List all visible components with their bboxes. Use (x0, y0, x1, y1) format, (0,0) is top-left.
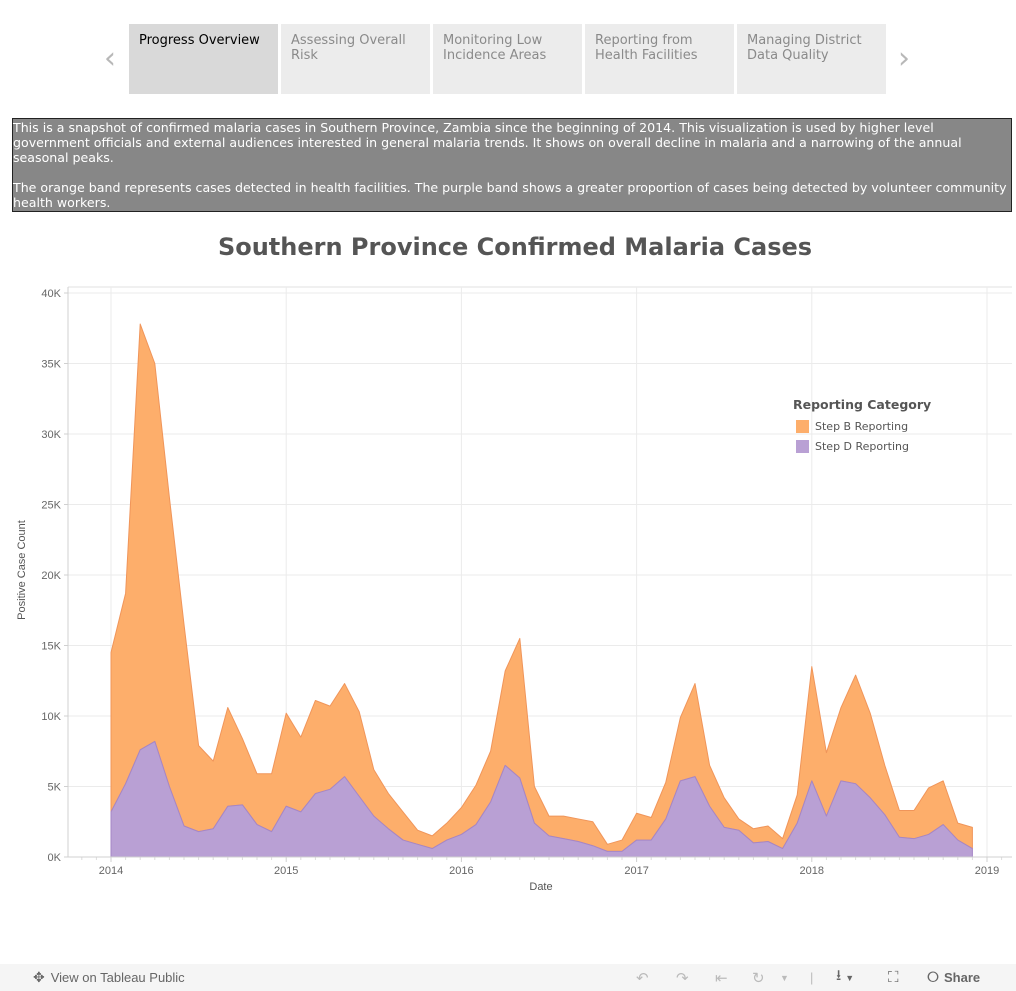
legend-title: Reporting Category (793, 397, 932, 412)
legend: Reporting Category Step B Reporting Step… (793, 397, 931, 456)
revert-button[interactable]: ⇤ (715, 964, 728, 991)
x-tick-label: 2016 (449, 865, 473, 877)
story-tabs: Progress Overview Assessing Overall Risk… (129, 24, 886, 94)
x-tick-label: 2014 (99, 865, 123, 877)
y-axis-title: Positive Case Count (16, 520, 28, 620)
legend-label-step-d: Step D Reporting (815, 439, 909, 453)
x-tick-label: 2017 (624, 865, 648, 877)
tab-label: Progress Overview (139, 33, 260, 48)
fullscreen-icon: ⛶ (888, 969, 899, 986)
y-tick-label: 35K (41, 359, 61, 371)
y-tick-label: 30K (41, 429, 61, 441)
y-tick-label: 20K (41, 570, 61, 582)
undo-button[interactable]: ↶ (636, 964, 649, 991)
chart-axes: 0K 5K 10K 15K 20K 25K 30K 35K 40K 2014 2015 2016 201… (41, 287, 1012, 877)
fullscreen-button[interactable]: ⛶ (888, 964, 899, 991)
chart-areas (110, 323, 973, 858)
download-icon: ⭳ (836, 967, 842, 984)
description-paragraph-2: The orange band represents cases detecte… (13, 180, 1007, 210)
y-tick-label: 0K (48, 852, 62, 864)
tab-reporting-health-facilities[interactable]: Reporting from Health Facilities (585, 24, 734, 94)
tab-label: Monitoring Low Incidence Areas (443, 33, 547, 63)
legend-swatch-step-d (796, 439, 809, 453)
y-tick-label: 10K (41, 711, 61, 723)
chevron-left-icon[interactable]: ‹ (104, 41, 116, 76)
toolbar-divider: | (810, 970, 814, 985)
y-tick-label: 25K (41, 500, 61, 512)
chevron-right-icon[interactable]: › (898, 41, 910, 76)
redo-icon: ↷ (676, 969, 689, 987)
story-navigation: ‹ Progress Overview Assessing Overall Ri… (100, 24, 920, 94)
x-tick-label: 2015 (274, 865, 298, 877)
bottom-toolbar: ✥ View on Tableau Public ↶ ↷ ⇤ ↻ ▼ | ⭳ ▼… (0, 964, 1016, 991)
description-box: This is a snapshot of confirmed malaria … (12, 118, 1012, 212)
tab-managing-data-quality[interactable]: Managing District Data Quality (737, 24, 886, 94)
chart-title: Southern Province Confirmed Malaria Case… (217, 233, 813, 261)
revert-icon: ⇤ (715, 969, 728, 987)
view-on-tableau-public-link[interactable]: ✥ View on Tableau Public (33, 964, 185, 991)
legend-label-step-b: Step B Reporting (815, 419, 909, 433)
area-chart[interactable]: 0K 5K 10K 15K 20K 25K 30K 35K 40K 2014 2015 2016 201… (0, 280, 1016, 900)
caret-down-icon: ▼ (845, 972, 855, 983)
x-tick-label: 2019 (975, 865, 999, 877)
y-tick-label: 15K (41, 641, 61, 653)
area-step-d-reporting (110, 740, 973, 858)
share-label: Share (944, 970, 981, 985)
tab-assessing-overall-risk[interactable]: Assessing Overall Risk (281, 24, 430, 94)
legend-item-step-d[interactable]: Step D Reporting (793, 436, 931, 456)
share-icon: ⭘ (927, 969, 940, 986)
redo-button[interactable]: ↷ (676, 964, 689, 991)
tab-label: Assessing Overall Risk (291, 33, 406, 63)
tab-label: Managing District Data Quality (747, 33, 862, 63)
refresh-dropdown[interactable]: ▼ (780, 964, 789, 991)
tableau-logo-icon: ✥ (33, 969, 45, 985)
x-tick-label: 2018 (800, 865, 824, 877)
tab-label: Reporting from Health Facilities (595, 33, 698, 63)
undo-icon: ↶ (636, 969, 649, 987)
view-on-tableau-public-label: View on Tableau Public (50, 970, 185, 985)
y-tick-label: 40K (41, 288, 61, 300)
y-tick-label: 5K (48, 782, 62, 794)
legend-item-step-b[interactable]: Step B Reporting (793, 416, 931, 436)
refresh-icon: ↻ (752, 969, 765, 987)
refresh-button[interactable]: ↻ (752, 964, 765, 991)
x-axis-title: Date (529, 881, 552, 893)
legend-swatch-step-b (796, 419, 809, 433)
caret-down-icon: ▼ (780, 972, 789, 983)
description-paragraph-1: This is a snapshot of confirmed malaria … (13, 120, 962, 165)
tab-monitoring-low-incidence[interactable]: Monitoring Low Incidence Areas (433, 24, 582, 94)
download-button[interactable]: ⭳ ▼ (836, 964, 854, 991)
share-button[interactable]: ⭘ Share (927, 964, 980, 991)
tab-progress-overview[interactable]: Progress Overview (129, 24, 278, 94)
